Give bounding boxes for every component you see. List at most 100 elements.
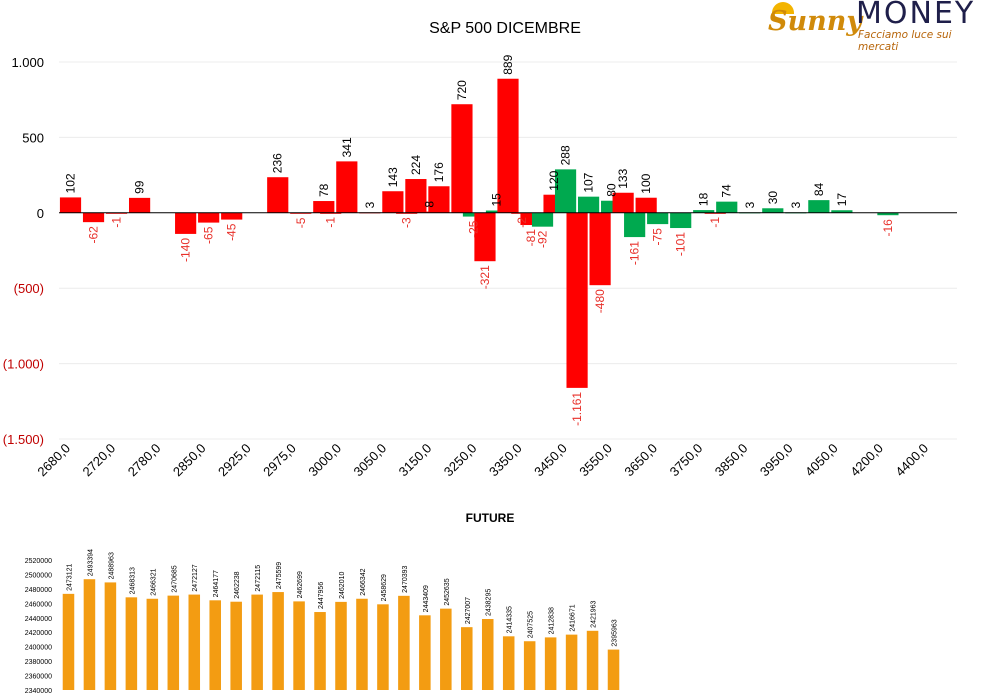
data-label: -161 bbox=[628, 241, 642, 265]
data-label: -25 bbox=[466, 220, 480, 238]
future-data-label: 2470685 bbox=[171, 565, 178, 592]
data-label: 99 bbox=[133, 180, 147, 194]
future-data-label: 2470393 bbox=[402, 565, 409, 592]
bar bbox=[808, 200, 830, 213]
bar bbox=[221, 212, 243, 220]
future-data-label: 2412838 bbox=[549, 607, 556, 634]
x-tick-label: 3350,0 bbox=[486, 441, 525, 480]
future-bar bbox=[335, 601, 347, 690]
future-bar bbox=[565, 634, 578, 690]
bar bbox=[267, 177, 289, 213]
data-label: -2 bbox=[515, 217, 529, 228]
data-label: -140 bbox=[179, 238, 193, 262]
future-data-labels: 2473121 2493394 2488963 2468313 2466321 24706… bbox=[66, 549, 618, 647]
bar bbox=[497, 78, 519, 213]
future-data-label: 2427007 bbox=[465, 597, 472, 624]
logo-tagline: Facciamo luce sui mercati bbox=[858, 29, 952, 53]
future-bar bbox=[377, 604, 389, 690]
bar bbox=[59, 197, 82, 213]
data-label: -75 bbox=[651, 228, 665, 246]
bar bbox=[462, 212, 485, 217]
future-data-label: 2447956 bbox=[318, 582, 325, 609]
data-label: 143 bbox=[386, 167, 400, 187]
future-data-label: 2452635 bbox=[444, 578, 451, 605]
y-tick-label: (500) bbox=[14, 281, 44, 296]
future-bar bbox=[544, 637, 557, 690]
future-bar bbox=[230, 601, 242, 690]
future-y-tick-label: 2360000 bbox=[25, 674, 52, 681]
logo-word: MONEY bbox=[856, 0, 976, 31]
bar bbox=[198, 212, 220, 223]
future-data-label: 2395963 bbox=[612, 619, 619, 646]
data-label: 74 bbox=[720, 184, 734, 198]
future-bar bbox=[62, 593, 75, 690]
bar bbox=[485, 210, 508, 213]
data-label: 17 bbox=[835, 193, 849, 207]
future-bar bbox=[502, 636, 515, 690]
data-label: 78 bbox=[317, 183, 331, 197]
bar bbox=[831, 210, 853, 213]
future-bar bbox=[523, 641, 536, 690]
data-label: 3 bbox=[363, 201, 377, 208]
x-tick-label: 3250,0 bbox=[441, 441, 480, 480]
x-tick-label: 4400,0 bbox=[892, 441, 931, 480]
future-data-label: 2466342 bbox=[360, 568, 367, 595]
x-tick-label: 2780,0 bbox=[125, 441, 164, 480]
future-bar bbox=[146, 598, 159, 690]
x-tick-label: 4050,0 bbox=[802, 441, 841, 480]
y-tick-label: 0 bbox=[37, 206, 44, 221]
x-tick-label: 3450,0 bbox=[531, 441, 570, 480]
bar bbox=[670, 212, 692, 229]
bar bbox=[762, 208, 784, 213]
data-label: -101 bbox=[674, 232, 688, 256]
future-y-axis: 2340000 2360000 2380000 2400000 2420000 24400… bbox=[25, 558, 52, 695]
main-chart-title: S&P 500 DICEMBRE bbox=[429, 20, 581, 37]
future-data-label: 2462010 bbox=[339, 572, 346, 599]
future-bar bbox=[461, 627, 473, 690]
data-label: 120 bbox=[547, 170, 561, 190]
y-tick-label: 1.000 bbox=[11, 55, 44, 70]
sun-icon bbox=[772, 2, 794, 14]
data-label: -45 bbox=[225, 223, 239, 241]
bar bbox=[716, 201, 738, 213]
bar bbox=[577, 196, 600, 213]
future-data-label: 2468313 bbox=[129, 567, 136, 594]
data-label: 15 bbox=[489, 193, 503, 207]
future-bar bbox=[314, 612, 326, 690]
future-bar bbox=[419, 615, 431, 690]
data-label: 84 bbox=[812, 182, 826, 196]
bar bbox=[566, 212, 588, 388]
future-bar bbox=[188, 594, 201, 690]
bar bbox=[554, 169, 577, 213]
data-label: 176 bbox=[432, 162, 446, 182]
data-label: -65 bbox=[202, 226, 216, 244]
future-bar bbox=[356, 598, 368, 690]
x-tick-label: 3950,0 bbox=[757, 441, 796, 480]
x-tick-label: 3550,0 bbox=[576, 441, 615, 480]
main-data-labels: 102 -62 -1 99 -140 -65 -45 236 -5 78 -1 341 3 143 -3 22… bbox=[64, 54, 895, 426]
data-label: 288 bbox=[559, 145, 573, 165]
future-y-tick-label: 2480000 bbox=[25, 587, 52, 594]
bar bbox=[474, 212, 496, 262]
data-label: 30 bbox=[766, 191, 780, 205]
bar bbox=[428, 186, 450, 213]
data-label: -3 bbox=[400, 217, 414, 228]
future-data-label: 2407525 bbox=[528, 611, 535, 638]
data-label: 889 bbox=[501, 54, 515, 74]
future-data-label: 2443409 bbox=[423, 585, 430, 612]
data-label: 341 bbox=[340, 137, 354, 157]
future-data-label: 2421963 bbox=[591, 600, 598, 627]
data-label: 100 bbox=[639, 173, 653, 193]
main-y-axis: 1.000 500 0 (500) (1.000) (1.500) bbox=[3, 55, 44, 447]
future-data-label: 2462699 bbox=[297, 571, 304, 598]
future-y-tick-label: 2380000 bbox=[25, 659, 52, 666]
future-bar bbox=[607, 649, 620, 690]
future-bar bbox=[293, 601, 305, 690]
x-tick-label: 2925,0 bbox=[215, 441, 254, 480]
future-data-label: 2473121 bbox=[66, 563, 73, 590]
data-label: 8 bbox=[423, 201, 437, 208]
data-label: -1 bbox=[708, 217, 722, 228]
y-tick-label: 500 bbox=[22, 130, 44, 145]
future-data-label: 2493394 bbox=[87, 549, 94, 576]
data-label: -321 bbox=[478, 265, 492, 289]
